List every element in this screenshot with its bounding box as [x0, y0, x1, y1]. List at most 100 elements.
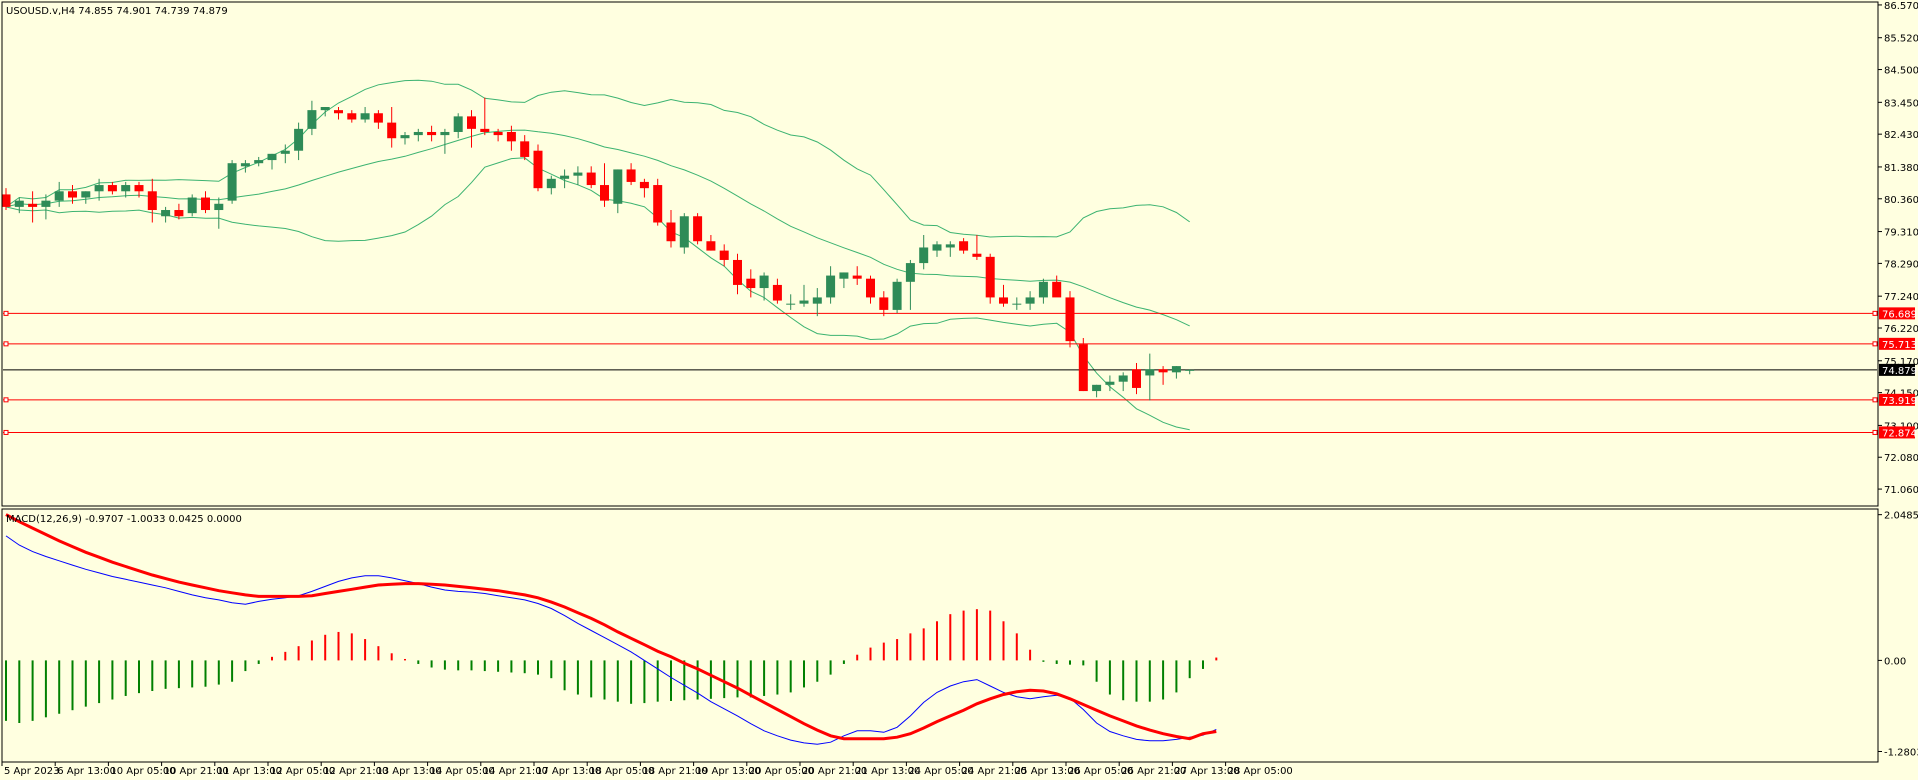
candle: [400, 131, 410, 145]
candle-body: [879, 297, 889, 310]
candle-body: [1, 194, 11, 207]
candle-body: [759, 275, 769, 289]
candle: [121, 181, 131, 198]
level-line-handle[interactable]: [1872, 397, 1878, 403]
candle-body: [493, 131, 503, 136]
candle: [28, 191, 38, 223]
candle: [972, 234, 982, 260]
candle: [94, 178, 104, 201]
candle-body: [1158, 369, 1168, 373]
level-line-handle[interactable]: [3, 429, 9, 435]
candle: [719, 244, 729, 267]
candle: [586, 166, 596, 189]
candle-body: [772, 284, 782, 301]
macd-value-axis[interactable]: 2.0485 0.00 -1.2803: [1878, 511, 1918, 759]
bb-upper-line: [5, 79, 1190, 238]
candle-body: [626, 169, 636, 182]
candle: [373, 110, 383, 129]
candle: [1105, 375, 1115, 392]
candle-body: [1132, 369, 1141, 388]
candle: [347, 110, 357, 123]
macd-panel-frame: [1, 508, 1879, 763]
candle: [626, 163, 636, 186]
candle-body: [294, 128, 304, 151]
level-line-handle[interactable]: [1872, 429, 1878, 435]
candle-body: [347, 113, 357, 120]
main-price-axis[interactable]: 86.570 85.520 84.500 83.450 82.430 81.380 80.3…: [1878, 1, 1918, 496]
candle: [1025, 291, 1035, 310]
candle: [919, 234, 929, 270]
macd-line: [5, 535, 1217, 745]
candle: [1052, 275, 1062, 298]
candle-body: [866, 278, 875, 298]
candle-body: [600, 185, 609, 201]
macd-panel[interactable]: MACD(12,26,9) -0.9707 -1.0033 0.0425 0.0…: [1, 508, 1879, 763]
level-line-handle[interactable]: [1872, 310, 1878, 316]
candle: [254, 156, 264, 167]
candle-body: [54, 191, 64, 201]
macd-axis-label: 0.00: [1884, 656, 1906, 667]
candle: [360, 107, 370, 123]
candle-body: [440, 131, 450, 136]
time-axis-label: 14 Apr 21:00: [483, 766, 548, 777]
time-axis-label: 14 Apr 05:00: [430, 766, 495, 777]
macd-axis-label: 2.0485: [1884, 511, 1918, 522]
candle-body: [1038, 281, 1048, 298]
candle: [533, 144, 543, 192]
time-axis-label: 6 Apr 13:00: [57, 766, 116, 777]
candle: [573, 166, 583, 186]
candle: [174, 203, 184, 220]
level-line-handle[interactable]: [3, 341, 9, 347]
candle-body: [666, 222, 676, 242]
candle: [945, 241, 955, 257]
level-line-handle[interactable]: [1872, 341, 1878, 347]
candle: [1078, 338, 1088, 392]
candle-body: [453, 116, 463, 132]
candle: [1038, 278, 1048, 304]
time-axis-label: 18 Apr 21:00: [642, 766, 707, 777]
candle: [852, 266, 862, 285]
candle-body: [746, 278, 756, 289]
candle-body: [560, 175, 570, 179]
candle-body: [387, 122, 397, 139]
candle: [999, 284, 1008, 307]
time-axis-label: 20 Apr 05:00: [749, 766, 814, 777]
level-line-handle[interactable]: [3, 397, 9, 403]
candle: [1012, 297, 1022, 310]
candle: [480, 97, 490, 136]
candle: [107, 181, 117, 195]
time-axis-label: 20 Apr 21:00: [802, 766, 867, 777]
time-axis-label: 17 Apr 13:00: [536, 766, 601, 777]
candle-body: [1012, 303, 1022, 305]
candle-body: [68, 191, 77, 198]
candle-body: [520, 141, 530, 157]
candle: [772, 278, 782, 304]
level-price-tag: [1879, 393, 1915, 406]
candle: [1, 188, 11, 211]
candle: [1065, 291, 1075, 348]
candle-body: [334, 110, 343, 114]
candle: [666, 210, 676, 248]
level-price-tag: [1879, 426, 1915, 439]
candle: [427, 125, 437, 142]
candle-body: [147, 191, 157, 211]
candle: [147, 178, 157, 223]
candle-body: [81, 191, 91, 198]
candle: [1132, 362, 1141, 395]
level-line-handle[interactable]: [3, 310, 9, 316]
candle: [959, 238, 969, 254]
level-price-tag: [1879, 337, 1915, 350]
main-price-panel[interactable]: USOUSD.v,H4 74.855 74.901 74.739 74.879: [1, 1, 1879, 507]
candle-body: [307, 110, 317, 129]
candle-body: [839, 272, 849, 279]
candle-body: [1025, 297, 1035, 304]
price-axis-label: 86.570: [1884, 1, 1918, 12]
candle-body: [653, 185, 663, 223]
candle: [1092, 384, 1102, 398]
candle-body: [826, 275, 836, 298]
candle-body: [1052, 281, 1062, 298]
candle-body: [174, 210, 184, 217]
candle-body: [533, 150, 543, 189]
candle: [879, 291, 889, 317]
